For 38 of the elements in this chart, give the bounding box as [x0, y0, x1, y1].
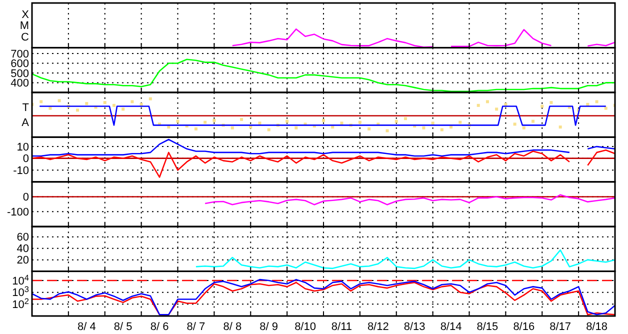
- x-tick-label: 8/ 4: [77, 321, 96, 333]
- y-tick-label: 10$^{2}$: [12, 296, 30, 312]
- text: C: [21, 31, 30, 44]
- y-tick-label: 10: [16, 141, 29, 154]
- y-tick-label: 0: [22, 192, 29, 204]
- text: T: [22, 102, 30, 114]
- text: M: [20, 20, 29, 32]
- x-tick-label: 8/15: [476, 321, 498, 333]
- y-tick-label: 400: [10, 78, 29, 90]
- y-tick-label: 10$^{4}$: [12, 272, 30, 288]
- y-tick-label: -100: [6, 206, 29, 219]
- x-tick-label: 8/ 8: [223, 321, 242, 333]
- x-tick-label: 8/17: [550, 321, 572, 333]
- line-series: [195, 249, 615, 270]
- y-tick-label: 700: [10, 48, 29, 60]
- y-tick-label: -10: [13, 164, 29, 177]
- text: X: [22, 9, 30, 22]
- x-tick-label: 8/18: [586, 321, 608, 333]
- x-tick-label: 8/11: [331, 321, 352, 333]
- line-series: [32, 58, 615, 92]
- y-tick-label: 600: [10, 58, 29, 70]
- x-tick-label: 8/14: [440, 321, 462, 333]
- y-tick-label: 500: [10, 68, 29, 80]
- x-tick-label: 8/ 7: [186, 321, 206, 333]
- x-tick-label: 8/ 5: [114, 321, 132, 333]
- x-tick-label: 8/ 9: [260, 321, 278, 333]
- y-tick-label: 10$^{3}$: [12, 284, 30, 300]
- x-tick-label: 8/10: [294, 321, 316, 333]
- x-tick-label: 8/ 6: [150, 321, 169, 333]
- y-tick-label: 20: [16, 254, 29, 267]
- x-tick-label: 8/13: [404, 321, 426, 333]
- text: A: [22, 117, 30, 130]
- x-tick-label: 8/12: [367, 321, 389, 333]
- y-tick-label: 0: [22, 153, 29, 166]
- y-tick-label: 60: [16, 232, 29, 244]
- x-tick-label: 8/16: [513, 321, 535, 333]
- line-series: [204, 194, 615, 206]
- y-tick-label: 40: [16, 243, 29, 256]
